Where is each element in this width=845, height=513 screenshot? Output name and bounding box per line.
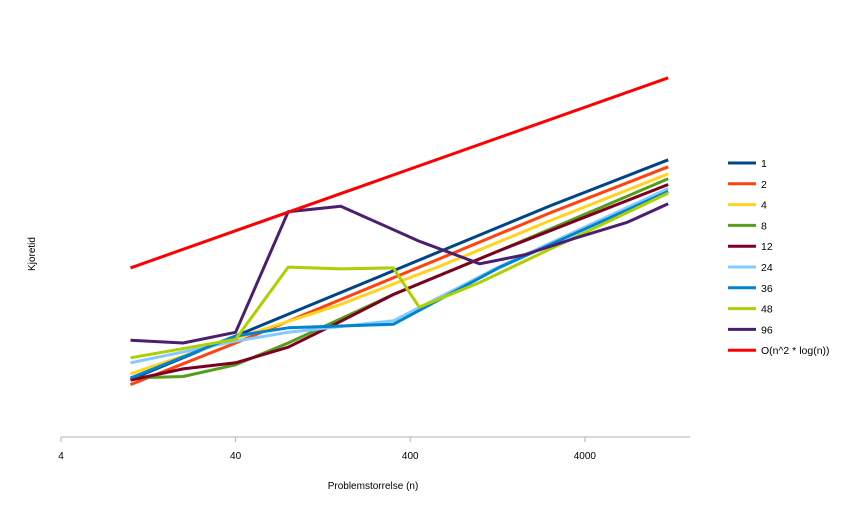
x-tick-label: 4	[58, 451, 64, 462]
x-tick-label: 4000	[574, 451, 597, 462]
x-axis-ticks: 4 40 400 4000	[58, 437, 596, 462]
series-line-8	[130, 202, 669, 345]
y-axis-title: Kjoretid	[27, 237, 38, 271]
legend-label: 36	[761, 283, 773, 295]
series-line-1	[129, 165, 669, 386]
legend-label: 96	[761, 324, 773, 336]
legend-label: 24	[761, 262, 773, 274]
x-axis-title: Problemstorrelse (n)	[328, 481, 419, 492]
series-line-6	[129, 190, 669, 380]
series-line-4	[130, 183, 669, 382]
x-tick-label: 40	[230, 451, 242, 462]
legend-label: 4	[761, 200, 767, 212]
x-tick-label: 400	[402, 451, 419, 462]
series-line-9	[130, 76, 669, 270]
legend-label: 2	[761, 179, 767, 191]
legend-label: 12	[761, 241, 773, 253]
series-line-7	[130, 191, 669, 360]
legend-label: 1	[761, 158, 767, 170]
legend-label: 48	[761, 304, 773, 316]
legend-label: 8	[761, 220, 767, 232]
plot-area	[129, 76, 669, 386]
legend-label: O(n^2 * log(n))	[761, 345, 830, 357]
